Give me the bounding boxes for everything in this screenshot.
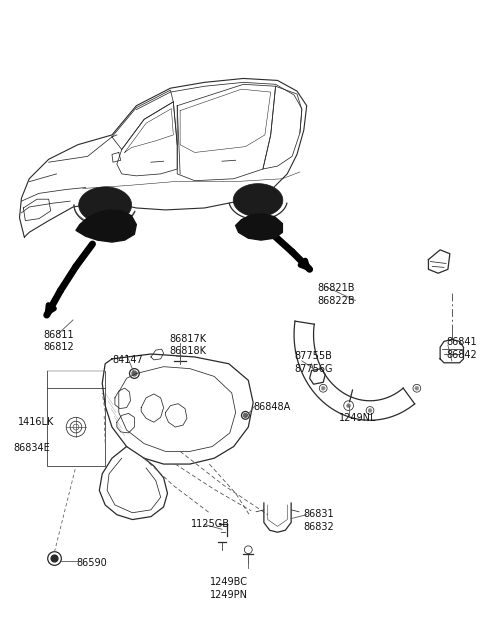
Text: 87755B
87756G: 87755B 87756G [294,351,333,374]
Text: 86590: 86590 [76,558,107,567]
Polygon shape [236,214,282,240]
Polygon shape [233,184,283,217]
Text: 1416LK: 1416LK [18,417,54,427]
Circle shape [321,386,325,391]
Text: 1125GB: 1125GB [191,518,230,529]
Text: 86834E: 86834E [13,443,50,453]
Text: 86817K
86818K: 86817K 86818K [169,333,206,356]
Bar [47,388,105,466]
Circle shape [51,555,58,562]
Polygon shape [79,187,132,223]
Circle shape [415,386,419,391]
Polygon shape [76,210,136,242]
Text: 86831
86832: 86831 86832 [304,509,335,532]
Text: 86821B
86822B: 86821B 86822B [317,283,355,306]
Text: 84147: 84147 [112,355,143,365]
Circle shape [368,408,372,413]
Circle shape [347,404,350,408]
Text: 86848A: 86848A [253,402,290,411]
Text: 1249NL: 1249NL [339,413,376,424]
Text: 86841
86842: 86841 86842 [446,338,477,360]
Text: 86811
86812: 86811 86812 [44,329,74,352]
Circle shape [132,371,137,376]
Circle shape [243,413,247,417]
Text: 1249BC
1249PN: 1249BC 1249PN [210,577,248,600]
